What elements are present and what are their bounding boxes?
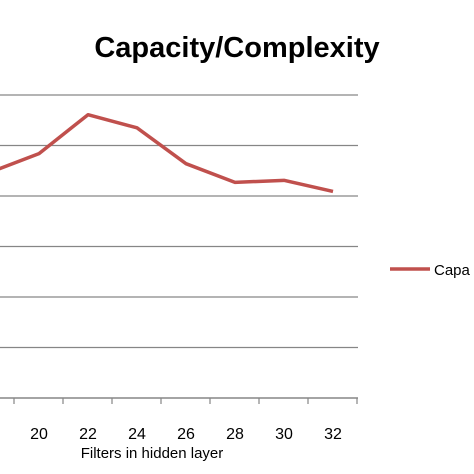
- series-line-0: [0, 112, 334, 194]
- x-tick-label-20: 20: [30, 426, 48, 443]
- legend-label: Capa: [434, 262, 471, 279]
- x-tick-labels: 20 22 24 26 28 30 32: [30, 426, 342, 443]
- x-tick-label-32: 32: [324, 426, 342, 443]
- chart-title: Capacity/Complexity: [94, 32, 379, 64]
- x-tick-label-26: 26: [177, 426, 195, 443]
- x-tick-marks: [13, 398, 358, 404]
- series-lines: [0, 112, 334, 194]
- legend: Capa: [390, 262, 471, 279]
- x-tick-label-30: 30: [275, 426, 293, 443]
- x-tick-label-28: 28: [226, 426, 244, 443]
- gridlines: [0, 94, 358, 349]
- x-tick-label-24: 24: [128, 426, 146, 443]
- x-tick-label-22: 22: [79, 426, 97, 443]
- x-axis-title: Filters in hidden layer: [81, 445, 224, 462]
